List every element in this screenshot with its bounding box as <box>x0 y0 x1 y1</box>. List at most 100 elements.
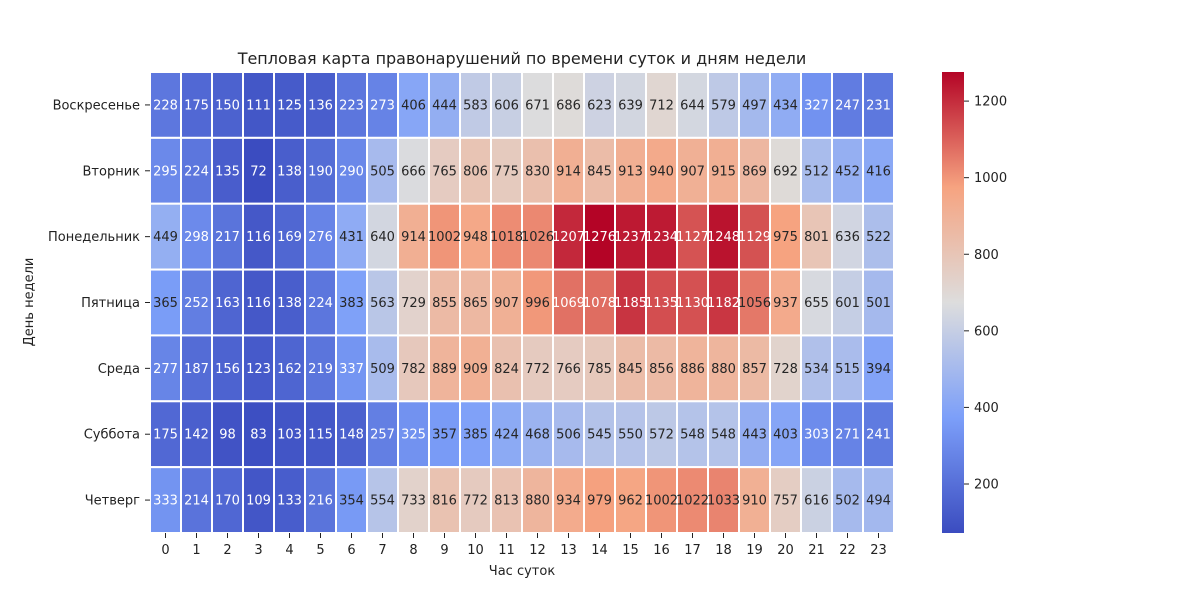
cell-value-label: 1002 <box>428 230 461 245</box>
heatmap-cell <box>180 400 213 469</box>
heatmap-cell <box>831 71 864 139</box>
cell-value-label: 295 <box>153 164 178 179</box>
heatmap-cell <box>800 136 833 205</box>
cell-value-label: 816 <box>432 494 457 509</box>
cell-value-label: 156 <box>215 362 240 377</box>
x-tick-label: 21 <box>808 543 825 558</box>
heatmap-cell <box>335 400 368 469</box>
cell-value-label: 515 <box>835 362 860 377</box>
x-tick-label: 14 <box>591 543 608 558</box>
heatmap-cell <box>614 466 647 534</box>
heatmap-cell <box>552 400 585 469</box>
cell-value-label: 383 <box>339 296 364 311</box>
y-tick-label: Суббота <box>84 428 140 443</box>
heatmap-cell <box>211 334 244 403</box>
cell-value-label: 563 <box>370 296 395 311</box>
heatmap-cell <box>707 268 740 337</box>
cell-value-label: 424 <box>494 428 519 443</box>
heatmap-cell <box>242 466 275 534</box>
cell-value-label: 138 <box>277 164 302 179</box>
cell-value-label: 914 <box>401 230 426 245</box>
heatmap-cell <box>521 202 554 271</box>
cell-value-label: 1185 <box>614 296 647 311</box>
x-axis-label: Час суток <box>489 564 556 579</box>
x-tick-label: 9 <box>440 543 448 558</box>
cell-value-label: 857 <box>742 362 767 377</box>
heatmap-cell <box>521 136 554 205</box>
cell-value-label: 115 <box>308 428 333 443</box>
heatmap-cell <box>645 71 678 139</box>
cell-value-label: 257 <box>370 428 395 443</box>
heatmap-cell <box>676 466 709 534</box>
cell-value-label: 468 <box>525 428 550 443</box>
cell-value-label: 72 <box>250 164 267 179</box>
cell-value-label: 327 <box>804 98 829 113</box>
heatmap-cell <box>304 400 337 469</box>
x-axis-ticks: 0 1 2 3 4 5 6 7 8 9 10 11 12 13 14 15 16 17 18 19 20 21 22 23 <box>161 533 887 558</box>
cell-value-label: 273 <box>370 98 395 113</box>
heatmap-cell <box>614 202 647 271</box>
heatmap-cell <box>366 334 399 403</box>
cell-value-label: 385 <box>463 428 488 443</box>
cell-value-label: 1135 <box>645 296 678 311</box>
x-tick-label: 19 <box>746 543 763 558</box>
cell-value-label: 623 <box>587 98 612 113</box>
colorbar-tick-label: 800 <box>974 248 999 263</box>
cell-value-label: 962 <box>618 494 643 509</box>
y-tick-label: Четверг <box>85 494 140 509</box>
cell-value-label: 914 <box>556 164 581 179</box>
y-tick-label: Воскресенье <box>53 98 140 113</box>
cell-value-label: 934 <box>556 494 581 509</box>
cell-value-label: 830 <box>525 164 550 179</box>
cell-value-label: 522 <box>866 230 891 245</box>
cell-value-label: 1033 <box>707 494 740 509</box>
cell-value-label: 224 <box>184 164 209 179</box>
cell-value-label: 133 <box>277 494 302 509</box>
cell-value-label: 241 <box>866 428 891 443</box>
heatmap-cell <box>335 334 368 403</box>
x-tick-label: 8 <box>409 543 417 558</box>
cell-value-label: 217 <box>215 230 240 245</box>
colorbar-tick-label: 600 <box>974 324 999 339</box>
cell-value-label: 443 <box>742 428 767 443</box>
cell-value-label: 772 <box>463 494 488 509</box>
heatmap-cell <box>428 71 461 139</box>
colorbar: 200 400 600 800 1000 1200 <box>942 72 1007 533</box>
heatmap-cell <box>769 136 802 205</box>
x-tick-label: 12 <box>529 543 546 558</box>
x-tick-label: 0 <box>161 543 169 558</box>
cell-value-label: 505 <box>370 164 395 179</box>
y-axis-label: День недели <box>22 258 37 347</box>
x-tick-label: 17 <box>684 543 701 558</box>
heatmap-cell <box>738 334 771 403</box>
cell-value-label: 394 <box>866 362 891 377</box>
cell-value-label: 813 <box>494 494 519 509</box>
cell-value-label: 979 <box>587 494 612 509</box>
heatmap-cell <box>397 268 430 337</box>
heatmap-cell <box>862 136 895 205</box>
cell-value-label: 1207 <box>552 230 585 245</box>
heatmap-cell <box>335 202 368 271</box>
cell-value-label: 975 <box>773 230 798 245</box>
heatmap-cell <box>862 400 895 469</box>
cell-value-label: 572 <box>649 428 674 443</box>
heatmap-cell <box>335 268 368 337</box>
cell-value-label: 636 <box>835 230 860 245</box>
cell-value-label: 855 <box>432 296 457 311</box>
heatmap-cell <box>273 466 306 534</box>
heatmap-cell <box>645 466 678 534</box>
y-tick-label: Пятница <box>81 296 140 311</box>
heatmap-cell <box>490 136 523 205</box>
x-tick-label: 3 <box>254 543 262 558</box>
cell-value-label: 303 <box>804 428 829 443</box>
cell-value-label: 449 <box>153 230 178 245</box>
heatmap-cell-labels: 228 175 150 111 125 136 223 273 406 444 583 606 671 6… <box>153 98 891 508</box>
y-tick-label: Среда <box>98 362 140 377</box>
cell-value-label: 655 <box>804 296 829 311</box>
cell-value-label: 889 <box>432 362 457 377</box>
cell-value-label: 190 <box>308 164 333 179</box>
cell-value-label: 228 <box>153 98 178 113</box>
chart-title: Тепловая карта правонарушений по времени… <box>237 49 807 68</box>
cell-value-label: 271 <box>835 428 860 443</box>
cell-value-label: 98 <box>219 428 236 443</box>
